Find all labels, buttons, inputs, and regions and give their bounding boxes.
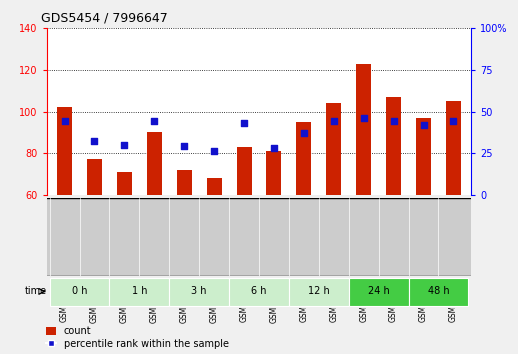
Bar bbox=[356, 64, 371, 195]
Legend: count, percentile rank within the sample: count, percentile rank within the sample bbox=[46, 326, 229, 349]
Bar bbox=[207, 178, 222, 195]
Point bbox=[120, 142, 128, 148]
Point bbox=[150, 119, 159, 124]
Bar bbox=[289, 278, 349, 306]
Bar bbox=[177, 170, 192, 195]
Text: 3 h: 3 h bbox=[192, 286, 207, 296]
Bar bbox=[169, 278, 229, 306]
Text: 1 h: 1 h bbox=[132, 286, 147, 296]
Point bbox=[270, 145, 278, 151]
Point bbox=[61, 119, 69, 124]
Bar bbox=[409, 278, 468, 306]
Bar bbox=[87, 159, 102, 195]
Bar bbox=[446, 101, 461, 195]
Bar bbox=[229, 278, 289, 306]
Point bbox=[390, 119, 398, 124]
Point bbox=[180, 144, 189, 149]
Bar bbox=[50, 278, 109, 306]
Text: 24 h: 24 h bbox=[368, 286, 390, 296]
Bar bbox=[296, 122, 311, 195]
Bar bbox=[266, 151, 281, 195]
Bar bbox=[237, 147, 252, 195]
Text: 6 h: 6 h bbox=[251, 286, 267, 296]
Bar bbox=[386, 97, 401, 195]
Bar bbox=[117, 172, 132, 195]
Text: time: time bbox=[25, 286, 47, 296]
Point bbox=[359, 115, 368, 121]
Point bbox=[210, 149, 218, 154]
Bar bbox=[326, 103, 341, 195]
Point bbox=[420, 122, 428, 128]
Text: 48 h: 48 h bbox=[428, 286, 449, 296]
Bar bbox=[349, 278, 409, 306]
Text: GDS5454 / 7996647: GDS5454 / 7996647 bbox=[41, 12, 168, 25]
Point bbox=[329, 119, 338, 124]
Point bbox=[449, 119, 457, 124]
Bar bbox=[57, 107, 72, 195]
Bar bbox=[147, 132, 162, 195]
Bar bbox=[416, 118, 431, 195]
Text: 12 h: 12 h bbox=[308, 286, 329, 296]
Point bbox=[240, 120, 248, 126]
Point bbox=[90, 139, 98, 144]
Point bbox=[300, 130, 308, 136]
Text: 0 h: 0 h bbox=[72, 286, 87, 296]
Bar bbox=[109, 278, 169, 306]
